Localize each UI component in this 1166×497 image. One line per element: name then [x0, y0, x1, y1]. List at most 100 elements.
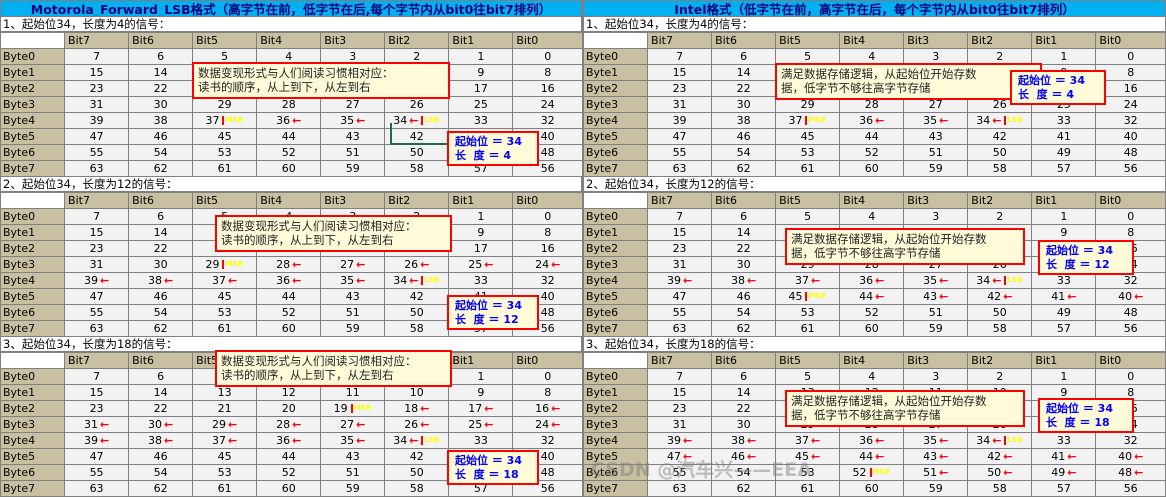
bit-cell: 5: [775, 48, 841, 65]
row-header-byte5: Byte5: [582, 288, 649, 305]
bit-cell: 9: [1031, 384, 1097, 401]
bit-cell: 15: [64, 224, 130, 241]
bit-cell: 27 ←: [320, 416, 386, 433]
bit-cell: 15: [647, 64, 713, 81]
row-header-byte5: Byte5: [0, 448, 66, 465]
bit-cell: 6: [711, 368, 777, 385]
bit-cell: 59: [903, 320, 969, 337]
bit-cell: 25 ←: [448, 416, 514, 433]
bit-cell: 32: [512, 112, 583, 129]
bit-cell: 30: [711, 256, 777, 273]
bit-cell: 15: [64, 64, 130, 81]
row-header-byte2: Byte2: [0, 80, 66, 97]
bit-cell: 62: [711, 480, 777, 497]
column-header-bit4: Bit4: [839, 32, 905, 49]
bit-cell: 56: [512, 160, 583, 177]
bit-cell: 27 ←: [320, 256, 386, 273]
row-header-byte1: Byte1: [0, 224, 66, 241]
bit-cell: 7: [647, 368, 713, 385]
flow-arrow-icon: ←: [551, 418, 561, 431]
bit-cell: 35 ←: [320, 272, 386, 289]
flow-arrow-icon: ←: [1134, 450, 1144, 463]
bit-cell: 0: [1095, 48, 1166, 65]
bit-cell: 55: [647, 464, 713, 481]
row-header-byte1: Byte1: [0, 384, 66, 401]
bit-cell: 6: [128, 368, 194, 385]
grid-corner: [0, 32, 66, 49]
bit-cell: 47: [64, 128, 130, 145]
bit-cell: 19 MSB: [320, 400, 386, 417]
msb-tag: MSB: [805, 292, 826, 301]
bit-cell: 47: [647, 128, 713, 145]
flow-arrow-icon: ←: [1003, 290, 1013, 303]
bit-cell: 29 MSB: [192, 256, 258, 273]
bit-cell: 26 ←: [384, 416, 450, 433]
bit-cell: 63: [64, 480, 130, 497]
bit-cell: 56: [1095, 160, 1166, 177]
row-header-byte7: Byte7: [582, 320, 649, 337]
lsb-tag: LSB: [421, 116, 440, 125]
row-header-byte6: Byte6: [582, 304, 649, 321]
bit-cell: 26 ←: [384, 256, 450, 273]
bit-cell: 54: [128, 144, 194, 161]
bit-cell: 54: [128, 464, 194, 481]
bit-cell: 37 ←: [775, 272, 841, 289]
bit-cell: 43 ←: [903, 288, 969, 305]
bit-cell: 8: [512, 64, 583, 81]
row-header-byte5: Byte5: [0, 288, 66, 305]
bit-cell: 37 MSB: [192, 112, 258, 129]
flow-arrow-icon: ←: [409, 274, 419, 287]
bit-cell: 42: [384, 288, 450, 305]
bit-cell: 42 ←: [967, 448, 1033, 465]
bit-cell: 49 ←: [1031, 464, 1097, 481]
bit-cell: 47: [64, 288, 130, 305]
bit-cell: 24: [1095, 96, 1166, 113]
row-header-byte2: Byte2: [0, 400, 66, 417]
grid-corner: [0, 352, 66, 369]
bit-cell: 35 ←: [320, 432, 386, 449]
bit-cell: 35 ←: [903, 432, 969, 449]
bit-cell: 38: [711, 112, 777, 129]
column-header-bit2: Bit2: [967, 32, 1033, 49]
flow-arrow-icon: ←: [409, 114, 419, 127]
note-callout-m2: 数据变现形式与人们阅读习惯相对应： 读书的顺序，从上到下，从左到右: [215, 215, 452, 252]
bit-cell: 34 ← LSB: [967, 432, 1033, 449]
flow-arrow-icon: ←: [1134, 466, 1144, 479]
row-header-byte4: Byte4: [582, 272, 649, 289]
bit-cell: 53: [775, 144, 841, 161]
bit-cell: 31 ←: [64, 416, 130, 433]
lsb-tag: LSB: [421, 276, 440, 285]
bit-cell: 16 ←: [512, 400, 583, 417]
bit-cell: 55: [64, 144, 130, 161]
bit-cell: 46: [711, 288, 777, 305]
bit-cell: 21: [192, 400, 258, 417]
bit-cell: 44 ←: [839, 448, 905, 465]
row-header-byte0: Byte0: [582, 208, 649, 225]
section-caption-m3: 3、起始位34，长度为18的信号：: [0, 337, 582, 352]
bit-cell: 63: [647, 480, 713, 497]
bit-cell: 7: [647, 48, 713, 65]
column-header-bit3: Bit3: [903, 352, 969, 369]
row-header-byte4: Byte4: [582, 432, 649, 449]
flow-arrow-icon: ←: [99, 418, 110, 431]
column-header-bit6: Bit6: [711, 352, 777, 369]
bit-cell: 52: [256, 144, 322, 161]
bit-cell: 16: [1095, 80, 1166, 97]
param-callout-i2: 起始位 ＝ 34 长 度 ＝ 12: [1038, 240, 1134, 275]
flow-arrow-icon: ←: [228, 434, 238, 447]
param-callout-m2: 起始位 ＝ 34 长 度 ＝ 12: [447, 295, 539, 330]
bit-cell: 62: [128, 480, 194, 497]
bit-cell: 8: [1095, 224, 1166, 241]
bit-cell: 45: [192, 128, 258, 145]
bit-cell: 59: [903, 480, 969, 497]
bit-cell: 32: [1095, 112, 1166, 129]
bit-cell: 58: [967, 160, 1033, 177]
bit-cell: 39: [64, 112, 130, 129]
msb-tag: MSB: [869, 468, 891, 477]
table-row: Byte5 47 46 45 MSB 44 ← 43 ← 42 ← 41 ← 40 ←: [582, 288, 1166, 305]
